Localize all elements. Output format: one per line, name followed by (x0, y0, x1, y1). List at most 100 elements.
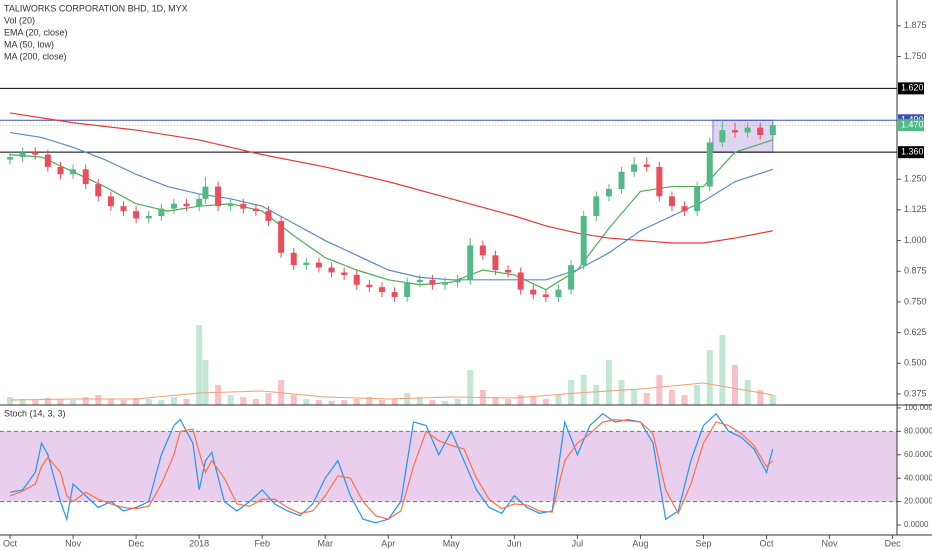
candle-body (95, 184, 102, 197)
x-tick-label: Mar (317, 538, 333, 548)
volume-bar (517, 395, 524, 405)
volume-bar (215, 385, 222, 405)
price-label-box (898, 146, 924, 159)
volume-bar (227, 395, 234, 405)
volume-bar (404, 393, 411, 405)
candle-body (32, 152, 39, 155)
candle-body (656, 166, 663, 197)
volume-bar (656, 375, 663, 405)
volume-bar (378, 400, 385, 405)
volume-bar (133, 398, 140, 405)
candle-body (252, 208, 259, 212)
volume-bar (158, 400, 165, 405)
volume-bar (429, 400, 436, 405)
volume-bar (568, 380, 575, 405)
candle-body (719, 130, 726, 143)
volume-bar (183, 399, 190, 405)
candle-body (744, 127, 751, 133)
indicator-line (9, 419, 774, 520)
candle-body (416, 279, 423, 283)
candle-body (681, 206, 688, 212)
volume-bar (120, 400, 127, 405)
volume-bar (353, 399, 360, 405)
chart-title: TALIWORKS CORPORATION BHD, 1D, MYX (4, 3, 188, 13)
y-tick-label: 100.0000 (904, 403, 932, 412)
volume-bar (442, 401, 449, 405)
candle-body (404, 282, 411, 297)
y-tick-label: 1.250 (904, 174, 927, 184)
x-tick-label: Jun (507, 538, 522, 548)
volume-bar (668, 390, 675, 405)
candle-body (492, 255, 499, 270)
x-tick-label: May (443, 538, 461, 548)
volume-bar (303, 399, 310, 405)
y-tick-label: 80.0000 (904, 426, 932, 435)
volume-bar (505, 399, 512, 405)
candle-body (328, 267, 335, 273)
candle-body (341, 272, 348, 275)
y-tick-label: 0.625 (904, 327, 927, 337)
candle-body (265, 211, 272, 221)
volume-bar (82, 397, 89, 405)
volume-bar (145, 399, 152, 405)
candle-body (530, 289, 537, 295)
x-tick-label: Sep (695, 538, 711, 548)
volume-bar (7, 397, 14, 405)
volume-bar (706, 350, 713, 405)
candle-body (517, 272, 524, 290)
volume-bar (492, 397, 499, 405)
volume-bar (555, 395, 562, 405)
y-tick-label: 0.500 (904, 358, 927, 368)
candle-body (303, 262, 310, 266)
candle-body (454, 279, 461, 283)
candle-body (555, 289, 562, 297)
volume-bar (70, 400, 77, 405)
x-tick-label: Jul (572, 538, 584, 548)
legend-entry: MA (50, low) (4, 39, 54, 49)
indicator-line (9, 112, 773, 244)
volume-bar (202, 360, 209, 405)
y-tick-label: 0.875 (904, 266, 927, 276)
candle-body (183, 203, 190, 207)
candle-body (580, 216, 587, 266)
y-tick-label: 1.875 (904, 20, 927, 30)
candle-body (605, 189, 612, 197)
volume-bar (530, 397, 537, 405)
candle-body (120, 206, 127, 212)
candle-body (158, 208, 165, 216)
volume-bar (391, 399, 398, 405)
candle-body (706, 142, 713, 187)
volume-bar (580, 375, 587, 405)
candle-body (568, 265, 575, 290)
plot-layer: 1.875 1.750 1.250 1.125 1.000 0.875 0.750 0.625… (0, 20, 932, 548)
candle-body (227, 203, 234, 207)
candle-body (731, 130, 738, 133)
volume-bar (769, 395, 776, 405)
x-tick-label: Nov (822, 538, 839, 548)
candle-body (643, 164, 650, 167)
y-tick-label: 1.000 (904, 235, 927, 245)
y-tick-label: 0.375 (904, 388, 927, 398)
volume-bar (454, 399, 461, 405)
candle-body (618, 171, 625, 189)
volume-bar (593, 385, 600, 405)
price-label-box (898, 82, 924, 95)
volume-bar (265, 393, 272, 405)
candle-body (694, 186, 701, 212)
volume-bar (19, 399, 26, 405)
x-tick-label: Dec (128, 538, 145, 548)
volume-bar (605, 360, 612, 405)
indicator-line (9, 131, 773, 281)
candle-body (479, 245, 486, 256)
volume-bar (315, 400, 322, 405)
candle-body (769, 125, 776, 135)
volume-bar (467, 370, 474, 405)
candle-body (353, 274, 360, 285)
x-tick-label: Apr (381, 538, 395, 548)
volume-bar (290, 395, 297, 405)
candle-body (133, 211, 140, 219)
price-label: 1.360 (901, 147, 924, 157)
volume-bar (32, 400, 39, 405)
indicator-line (9, 139, 773, 291)
